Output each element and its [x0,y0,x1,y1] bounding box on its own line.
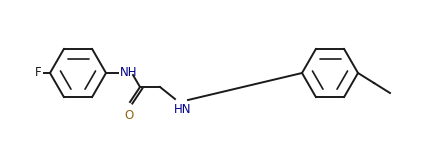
Text: NH: NH [120,66,138,78]
Text: HN: HN [174,103,191,116]
Text: O: O [124,109,134,122]
Text: F: F [35,67,42,79]
